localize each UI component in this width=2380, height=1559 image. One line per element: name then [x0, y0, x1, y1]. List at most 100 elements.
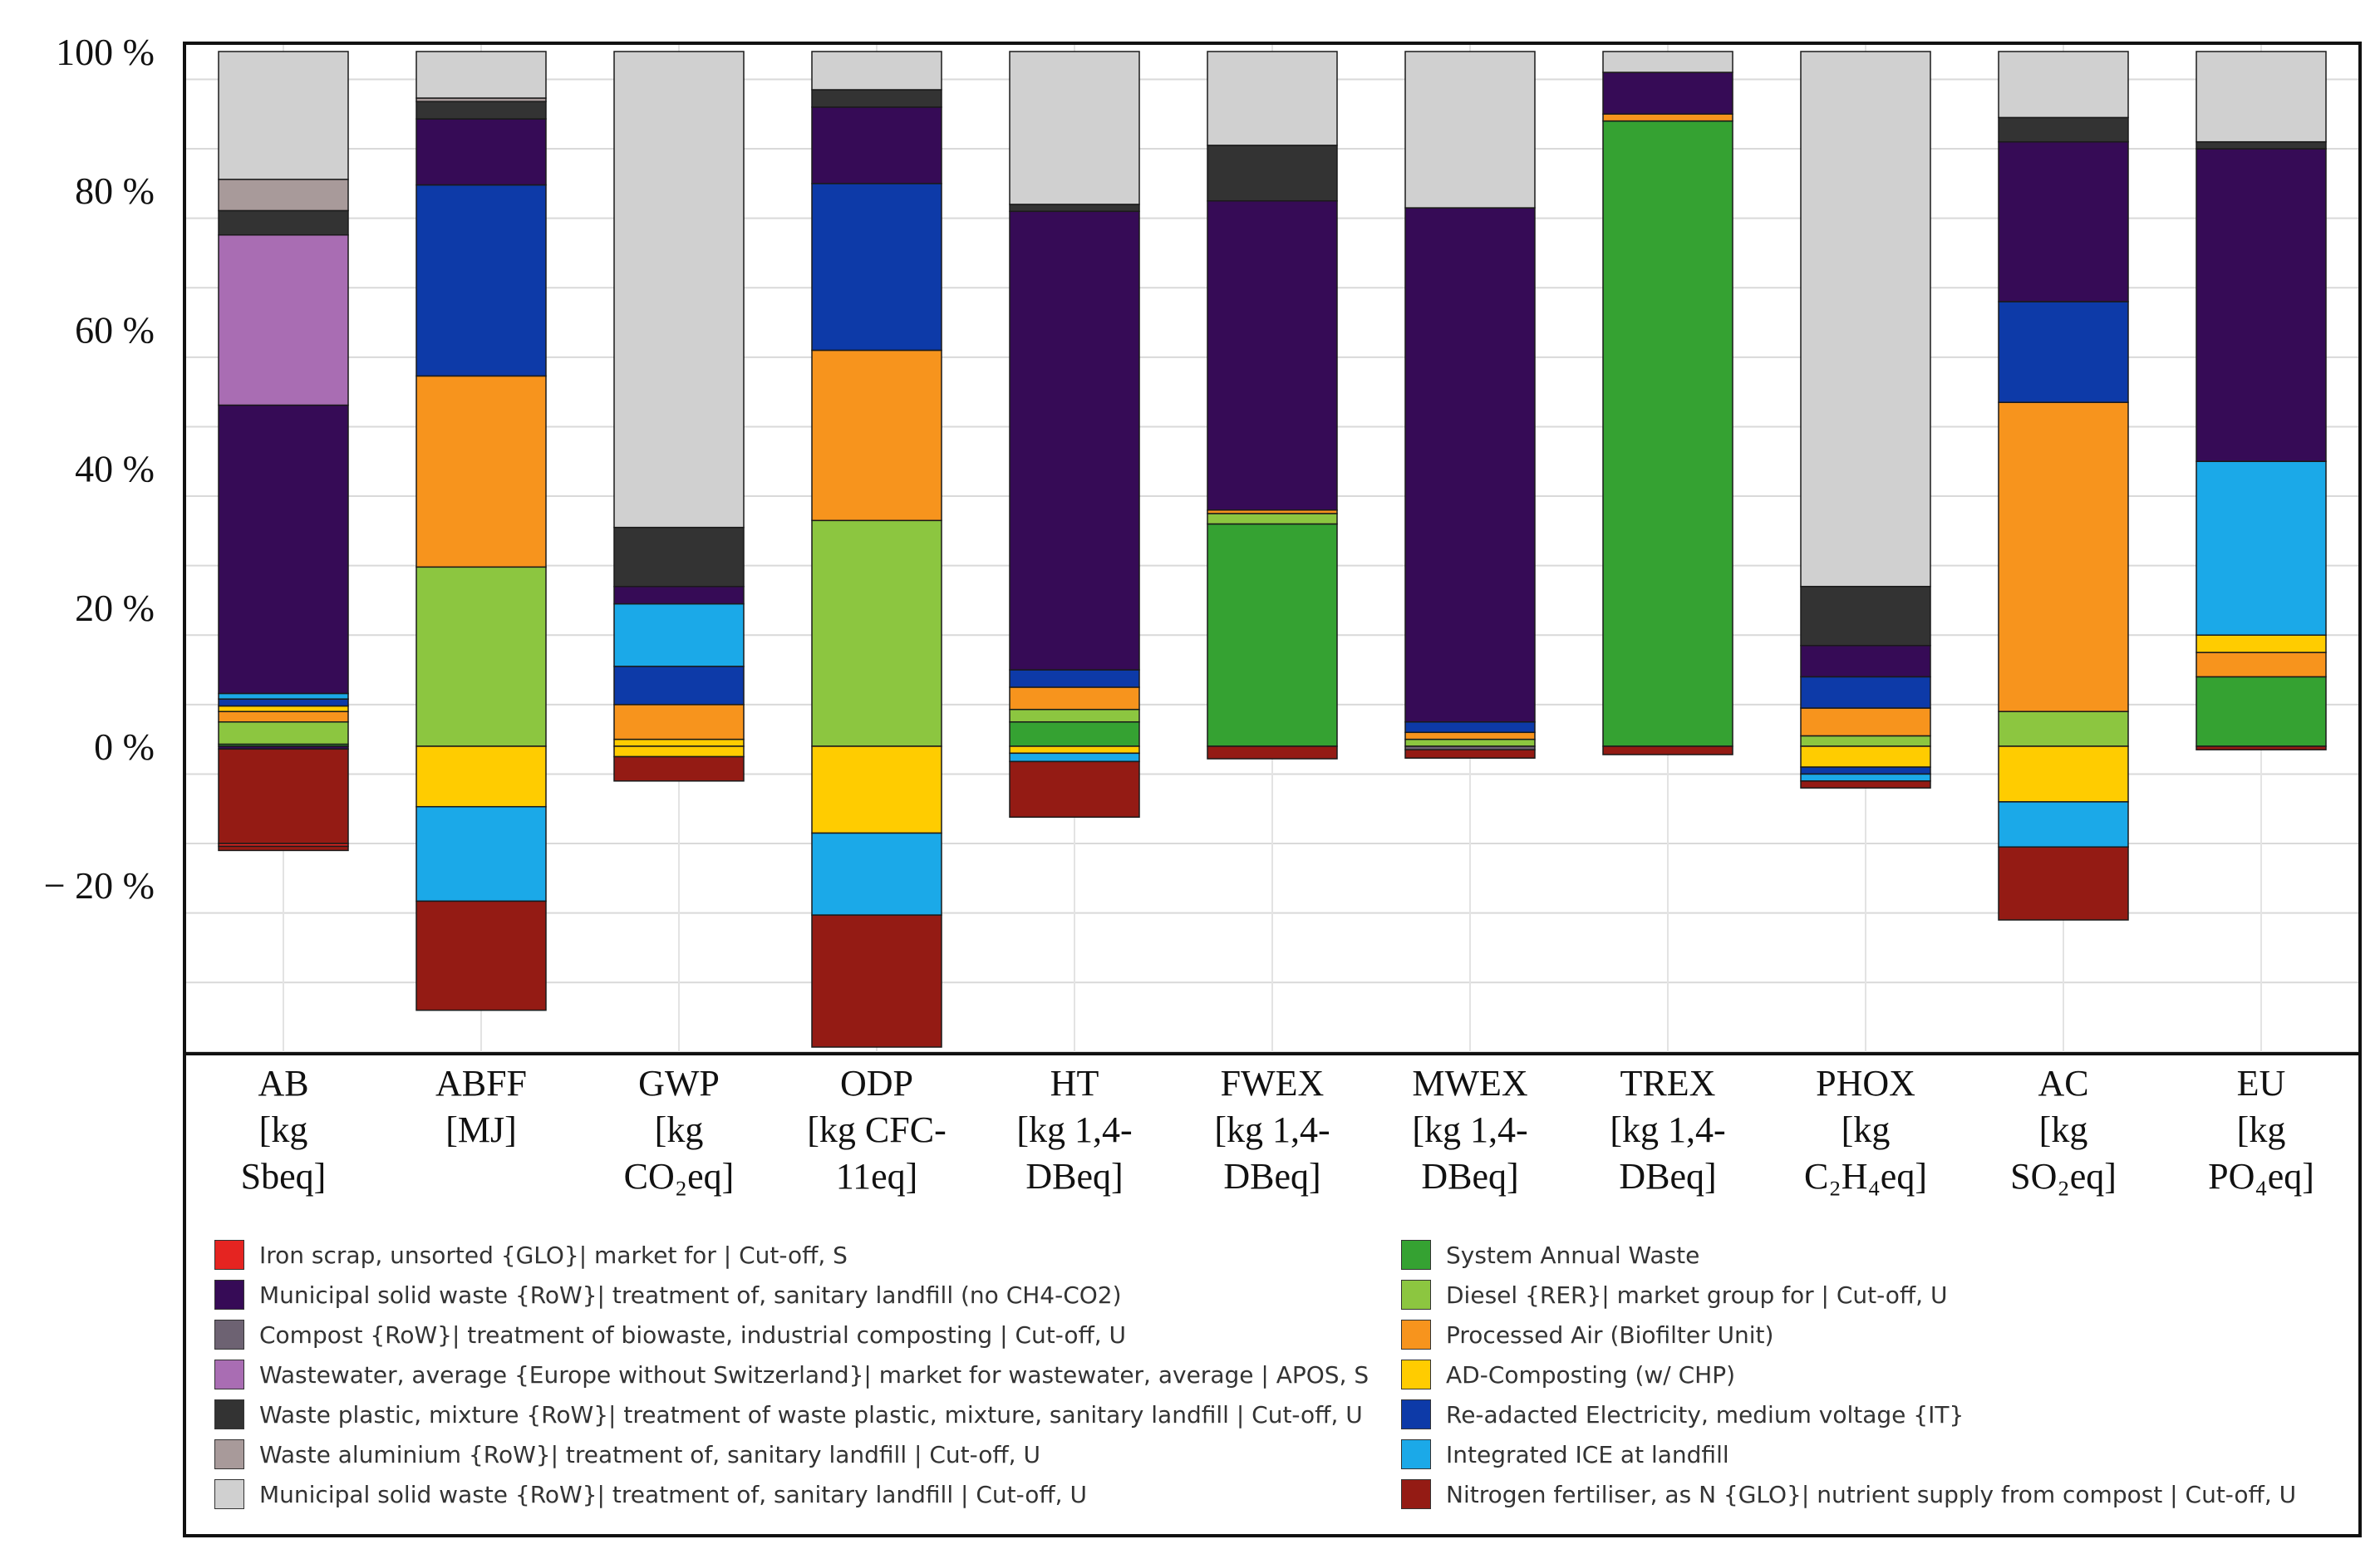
bar-segment-nfert	[811, 914, 942, 1048]
bar-segment-adcomp	[2196, 634, 2327, 653]
bar-segment-diesel	[1009, 708, 1140, 723]
legend-item-compost: Compost {RoW}| treatment of biowaste, in…	[214, 1315, 1401, 1355]
bar-segment-diesel	[1998, 711, 2129, 747]
bar-segment-nfert	[1207, 745, 1338, 760]
category-label: [kg 1,4-	[1016, 1109, 1132, 1150]
bar-segment-ice	[1800, 773, 1931, 782]
bar-segment-diesel	[1800, 735, 1931, 747]
x-axis-labels: AB [kg Sbeq] ABFF [MJ] GWP [kg CO₂eq] ODP [kg CFC…	[241, 1063, 2314, 1197]
bar-segment-msw	[1800, 51, 1931, 588]
bar-segment-adcomp	[811, 745, 942, 834]
bar-segment-system	[1602, 120, 1733, 747]
bar-segment-msw	[1404, 51, 1536, 209]
bar-segment-adcomp	[1800, 745, 1931, 768]
legend: Iron scrap, unsorted {GLO}| market for |…	[214, 1235, 2342, 1526]
category-label: PO₄eq]	[2208, 1156, 2314, 1197]
bar-segment-ice	[1998, 801, 2129, 848]
bar-segment-elec	[218, 698, 349, 707]
bar-segment-diesel	[416, 566, 547, 747]
bar-segment-nfert	[1998, 846, 2129, 921]
legend-swatch	[1401, 1439, 1431, 1469]
bar-segment-msw_noch4	[2196, 148, 2327, 462]
legend-item-aluminium: Waste aluminium {RoW}| treatment of, san…	[214, 1434, 1401, 1474]
bar-segment-adcomp	[416, 745, 547, 808]
legend-label: Re-adacted Electricity, medium voltage {…	[1446, 1400, 1964, 1429]
bar-segment-plastic	[1207, 145, 1338, 202]
legend-item-msw_noch4: Municipal solid waste {RoW}| treatment o…	[214, 1275, 1401, 1315]
bar-segment-elec	[416, 184, 547, 377]
legend-swatch	[214, 1439, 244, 1469]
category-label: SO₂eq]	[2010, 1156, 2117, 1197]
category-label: TREX	[1620, 1063, 1716, 1104]
category-label: [kg	[2039, 1109, 2088, 1150]
bar-segment-diesel	[218, 720, 349, 745]
bar-segment-nfert	[218, 845, 349, 852]
category-label: DBeq]	[1421, 1156, 1518, 1197]
y-tick-label: 40 %	[75, 448, 155, 490]
bar-segment-plastic	[1009, 204, 1140, 213]
bar-segment-nfert	[416, 900, 547, 1011]
bar-segment-msw_noch4	[613, 585, 745, 605]
legend-label: AD-Composting (w/ CHP)	[1446, 1360, 1736, 1389]
category-label: DBeq]	[1025, 1156, 1123, 1197]
bar-segment-plastic	[416, 101, 547, 120]
bar-segment-ice	[1009, 752, 1140, 763]
bar-segment-msw	[811, 51, 942, 91]
bar-segment-air	[1404, 731, 1536, 740]
legend-swatch	[1401, 1280, 1431, 1310]
legend-swatch	[214, 1399, 244, 1429]
bar-segment-msw_noch4	[1404, 207, 1536, 723]
legend-item-adcomp: AD-Composting (w/ CHP)	[1401, 1355, 2340, 1394]
bar-segment-elec	[613, 666, 745, 706]
category-label: DBeq]	[1223, 1156, 1320, 1197]
legend-swatch	[214, 1479, 244, 1509]
y-tick-label: 100 %	[56, 31, 155, 73]
bar-segment-diesel	[1404, 738, 1536, 747]
bar-segment-msw_noch4	[1800, 645, 1931, 678]
category-label: [kg CFC-	[807, 1109, 946, 1150]
bar-segment-adcomp	[218, 705, 349, 712]
bar-segment-system	[2196, 676, 2327, 747]
category-label: [MJ]	[445, 1109, 517, 1150]
bar-segment-msw_noch4	[1009, 210, 1140, 671]
bar-segment-msw_noch4	[218, 404, 349, 695]
bar-segment-elec	[1009, 669, 1140, 688]
category-label: [kg 1,4-	[1610, 1109, 1725, 1150]
bar-segment-msw	[613, 51, 745, 529]
bars	[218, 51, 2327, 1048]
y-tick-label: 60 %	[75, 308, 155, 351]
category-label: 11eq]	[836, 1156, 918, 1197]
bar-segment-ice	[811, 832, 942, 916]
bar-segment-msw	[1207, 51, 1338, 146]
lower-frame	[183, 1052, 2362, 1537]
bar-segment-air	[1602, 113, 1733, 122]
bar-segment-elec	[811, 183, 942, 352]
bar-segment-nfert	[613, 755, 745, 782]
bar-segment-nfert	[2196, 745, 2327, 750]
legend-label: System Annual Waste	[1446, 1241, 1700, 1269]
legend-item-diesel: Diesel {RER}| market group for | Cut-off…	[1401, 1275, 2340, 1315]
bar-segment-adcomp	[1998, 745, 2129, 803]
category-label: MWEX	[1412, 1063, 1527, 1104]
bar-segment-aluminium	[218, 179, 349, 212]
bar-segment-plastic	[613, 526, 745, 588]
bar-segment-msw_noch4	[1602, 71, 1733, 115]
bar-segment-air	[1998, 401, 2129, 712]
bar-segment-ice	[613, 602, 745, 667]
bar-segment-msw	[416, 51, 547, 99]
legend-item-msw: Municipal solid waste {RoW}| treatment o…	[214, 1474, 1401, 1514]
bar-segment-elec	[1998, 301, 2129, 403]
category-label: [kg	[2237, 1109, 2286, 1150]
bar-segment-air	[1800, 707, 1931, 737]
y-tick-label: 80 %	[75, 170, 155, 212]
category-label: [kg	[1842, 1109, 1891, 1150]
legend-item-plastic: Waste plastic, mixture {RoW}| treatment …	[214, 1394, 1401, 1434]
legend-swatch	[1401, 1399, 1431, 1429]
category-label: ABFF	[435, 1063, 527, 1104]
bar-segment-air	[1009, 686, 1140, 711]
legend-item-wastewater: Wastewater, average {Europe without Swit…	[214, 1355, 1401, 1394]
legend-label: Integrated ICE at landfill	[1446, 1440, 1729, 1468]
category-label: FWEX	[1221, 1063, 1325, 1104]
legend-item-nfert: Nitrogen fertiliser, as N {GLO}| nutrien…	[1401, 1474, 2340, 1514]
bar-segment-nfert	[1009, 760, 1140, 819]
